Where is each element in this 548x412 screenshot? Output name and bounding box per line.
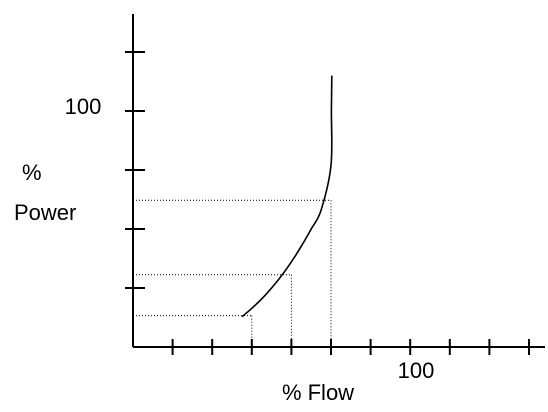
guide-lines <box>133 199 332 347</box>
axes <box>132 14 545 348</box>
series-line <box>241 75 333 318</box>
x-axis-label: % Flow <box>282 380 354 405</box>
y-axis-label-line-2: Power <box>14 200 76 225</box>
x-tick-label-100: 100 <box>398 358 435 383</box>
y-tick-label-100: 100 <box>65 94 102 119</box>
x-axis-ticks <box>171 339 530 355</box>
y-axis-label-line-1: % <box>22 160 42 185</box>
y-axis-ticks <box>125 51 145 289</box>
